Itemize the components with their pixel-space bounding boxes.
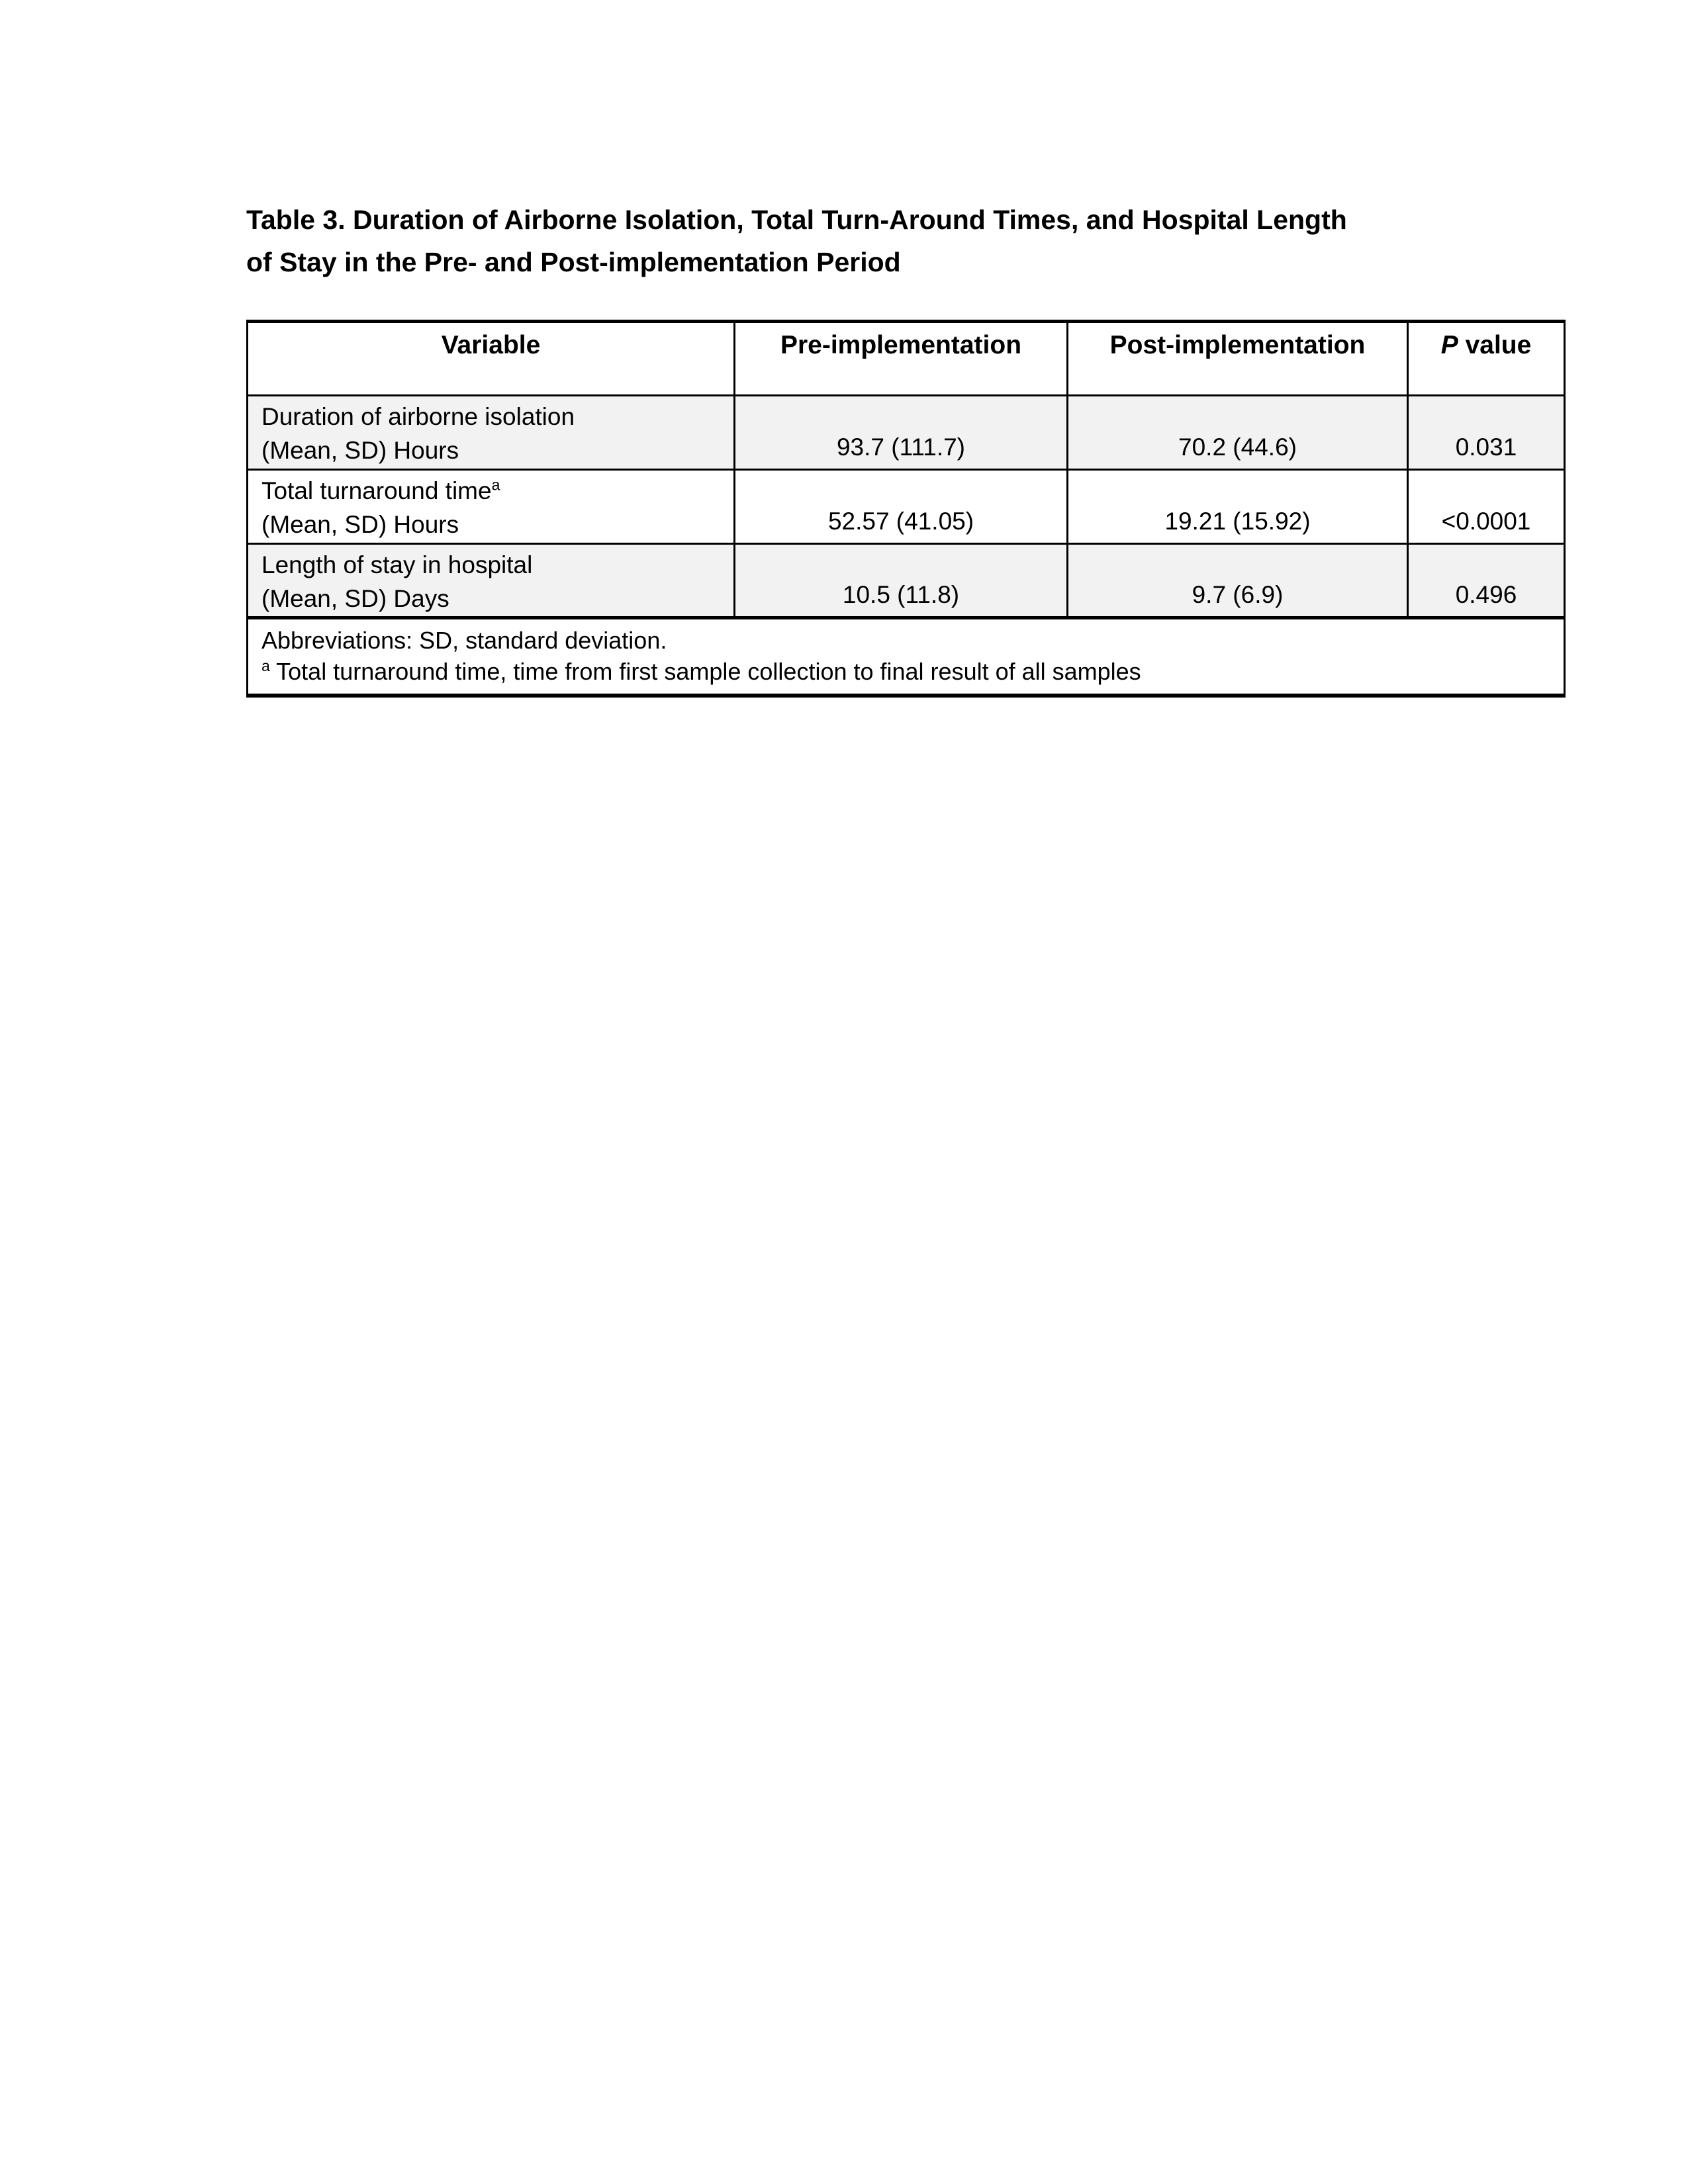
abbreviations-note: Abbreviations: SD, standard deviation. [261,627,667,654]
pre-implementation-value: 52.57 (41.05) [733,469,1068,545]
row-variable-cell: Length of stay in hospital (Mean, SD) Da… [246,543,735,619]
p-value-rest: value [1465,331,1532,359]
row-variable-sublabel: (Mean, SD) Hours [261,511,459,538]
row-variable-label: Duration of airborne isolation [261,403,575,430]
table-row: Length of stay in hospital (Mean, SD) Da… [246,543,1566,619]
row-variable-label: Length of stay in hospital [261,551,533,578]
header-row: Variable Pre-implementation Post-impleme… [246,320,1566,396]
footnote-marker: a [261,657,270,674]
table-row: Total turnaround timea (Mean, SD) Hours … [246,469,1566,545]
column-header-post-implementation: Post-implementation [1066,320,1409,396]
p-value: <0.0001 [1407,469,1566,545]
post-implementation-value: 9.7 (6.9) [1066,543,1409,619]
row-variable-label: Total turnaround timea [261,476,500,504]
table-title: Table 3. Duration of Airborne Isolation,… [246,199,1477,283]
footnote-marker: a [491,476,500,494]
table-title-line2: of Stay in the Pre- and Post-implementat… [246,247,901,277]
column-header-p-value: P value [1407,320,1566,396]
p-value-italic-p: P [1440,331,1458,359]
footnotes-cell: Abbreviations: SD, standard deviation. a… [246,617,1566,697]
table-footnotes-row: Abbreviations: SD, standard deviation. a… [246,617,1566,697]
pre-implementation-value: 93.7 (111.7) [733,394,1068,471]
row-variable-cell: Duration of airborne isolation (Mean, SD… [246,394,735,471]
p-value: 0.496 [1407,543,1566,619]
footnote-a-text: Total turnaround time, time from first s… [276,658,1141,685]
footnote-a: a Total turnaround time, time from first… [261,656,1564,687]
row-variable-cell: Total turnaround timea (Mean, SD) Hours [246,469,735,545]
column-header-variable: Variable [246,320,735,396]
table-row: Duration of airborne isolation (Mean, SD… [246,394,1566,471]
post-implementation-value: 70.2 (44.6) [1066,394,1409,471]
p-value: 0.031 [1407,394,1566,471]
column-header-pre-implementation: Pre-implementation [733,320,1068,396]
post-implementation-value: 19.21 (15.92) [1066,469,1409,545]
row-variable-sublabel: (Mean, SD) Days [261,585,449,612]
table-title-line1: Table 3. Duration of Airborne Isolation,… [246,205,1347,235]
results-table: Variable Pre-implementation Post-impleme… [246,320,1566,698]
pre-implementation-value: 10.5 (11.8) [733,543,1068,619]
row-variable-sublabel: (Mean, SD) Hours [261,437,459,464]
